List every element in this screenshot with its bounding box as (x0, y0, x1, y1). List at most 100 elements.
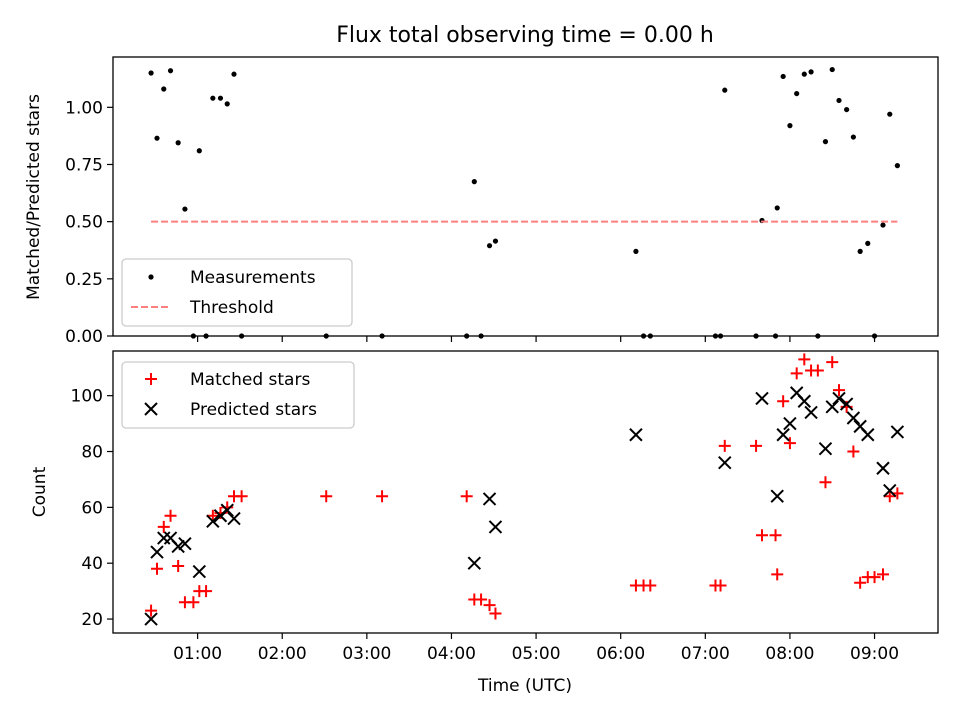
measurement-point (865, 240, 871, 246)
matched-stars-point (644, 579, 657, 592)
matched-stars-point (877, 568, 889, 581)
x-tick-label: 02:00 (258, 644, 307, 664)
measurement-point (224, 101, 230, 107)
y-tick-label: 0.75 (65, 155, 103, 175)
measurement-point (148, 70, 154, 76)
matched-stars-point (145, 604, 158, 617)
legend-matched-label: Matched stars (190, 370, 310, 390)
measurement-point (822, 139, 829, 145)
predicted-stars-point (467, 556, 482, 570)
measurement-point (880, 222, 886, 228)
predicted-stars-point (776, 428, 790, 442)
predicted-stars-point (861, 428, 875, 442)
measurement-point (808, 69, 814, 75)
predicted-stars-point (629, 428, 643, 442)
matched-stars-point (376, 490, 389, 503)
measurement-point (182, 206, 188, 212)
predicted-stars-point (144, 612, 158, 626)
matched-stars-point (164, 509, 177, 522)
predicted-stars-point (890, 425, 905, 439)
measurement-point (844, 106, 850, 113)
measurement-point (471, 179, 477, 185)
predicted-stars-point (770, 489, 784, 503)
matched-stars-point (783, 437, 796, 450)
measurement-point (633, 248, 639, 254)
predicted-stars-point (488, 520, 503, 534)
top-chart-title: Flux total observing time = 0.00 h (336, 23, 714, 48)
legend-measurements-marker (148, 274, 154, 280)
bottom-axes-frame (112, 350, 939, 634)
y-tick-label: 20 (81, 610, 103, 630)
predicted-stars-point (227, 511, 241, 526)
predicted-stars-point (797, 394, 812, 408)
predicted-stars-point (876, 461, 890, 475)
legend-predicted-label: Predicted stars (190, 400, 317, 420)
matched-stars-point (172, 559, 185, 572)
measurement-point (161, 86, 167, 92)
top-plot-area: 0.00 0.25 0.50 0.75 1.00 Matched/Predicted s… (24, 56, 939, 347)
matched-stars-point (790, 367, 803, 380)
measurement-point (836, 97, 842, 104)
matched-stars-point (151, 562, 163, 575)
x-tick-label: 04:00 (427, 644, 476, 664)
matched-stars-point (756, 529, 768, 542)
bottom-y-axis-label: Count (30, 466, 50, 517)
matched-stars-point (833, 384, 845, 397)
bottom-legend-box (121, 361, 355, 429)
measurement-point (722, 87, 728, 93)
predicted-stars-point (206, 514, 220, 529)
measurement-point (217, 95, 224, 101)
matched-stars-point (819, 476, 832, 489)
legend-predicted-marker (144, 402, 158, 416)
predicted-stars-point (783, 416, 797, 431)
predicted-stars-point (839, 397, 854, 411)
measurement-point (857, 248, 863, 254)
x-tick-label: 08:00 (765, 644, 814, 664)
bottom-x-ticks: 01:00 02:00 03:00 04:00 05:00 06:00 07:00 08:00… (173, 633, 899, 664)
top-axes-frame (112, 56, 939, 337)
legend-threshold-label: Threshold (189, 298, 274, 318)
x-tick-label: 03:00 (342, 644, 391, 664)
y-tick-label: 60 (81, 498, 103, 518)
matched-stars-point (206, 509, 219, 522)
bottom-plot-area: 20 40 60 80 100 01:00 02:00 03:00 04:00 05:00 06:… (30, 350, 939, 696)
measurement-point (231, 71, 237, 77)
measurement-point (787, 123, 793, 129)
x-tick-label: 06:00 (596, 644, 645, 664)
matched-stars-point (854, 576, 867, 589)
predicted-stars-point (883, 483, 897, 498)
measurement-point (175, 140, 181, 146)
matched-stars-point (771, 568, 784, 581)
predicted-stars-point (192, 564, 207, 579)
predicted-stars-point (804, 405, 818, 420)
matched-stars-point (847, 445, 860, 458)
y-tick-label: 40 (81, 554, 103, 574)
measurement-point (167, 68, 174, 74)
x-tick-label: 01:00 (173, 644, 222, 664)
matched-stars-point (718, 439, 731, 452)
measurement-point (801, 71, 807, 77)
matched-stars-point (750, 439, 763, 452)
y-tick-label: 0.25 (65, 270, 103, 290)
predicted-stars-point (150, 545, 164, 559)
matched-stars-point (320, 490, 333, 503)
bottom-y-ticks: 20 40 60 80 100 (71, 387, 113, 630)
predicted-stars-point (755, 391, 769, 406)
measurement-point (774, 205, 780, 211)
y-tick-label: 0.50 (65, 213, 103, 233)
matched-stars-point (798, 353, 811, 366)
predicted-stars-point (832, 391, 846, 406)
measurement-point (887, 111, 893, 117)
bottom-plot-marks (144, 353, 905, 626)
matched-stars-point (157, 520, 170, 533)
matched-stars-point (811, 364, 824, 377)
predicted-stars-point (825, 400, 839, 414)
y-tick-label: 0.00 (65, 327, 103, 347)
measurement-point (154, 135, 160, 141)
top-legend-box (121, 258, 353, 327)
matched-stars-point (187, 596, 200, 609)
legend-matched-marker (145, 373, 157, 385)
top-x-ticks (197, 336, 876, 342)
